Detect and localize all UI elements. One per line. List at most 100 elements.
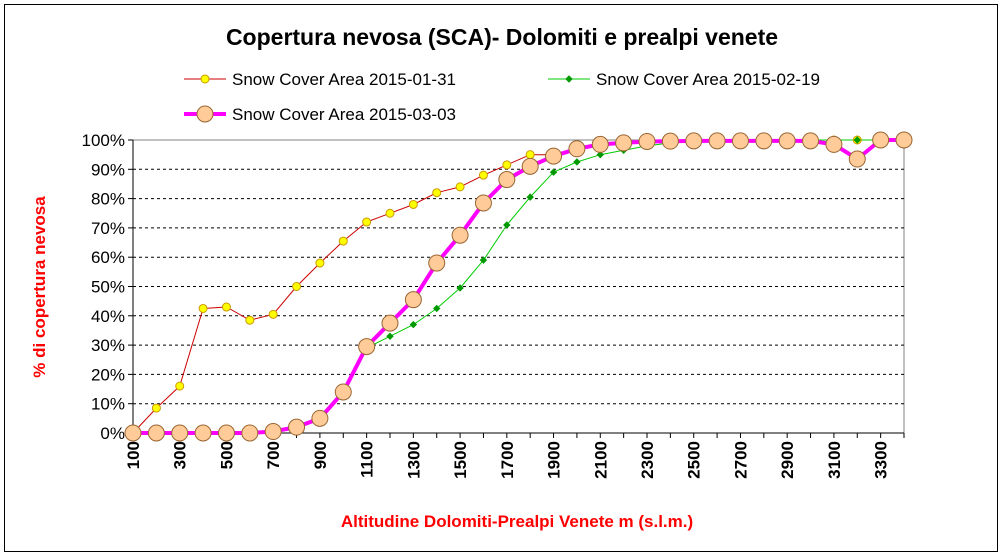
- series-3-point: [358, 338, 376, 356]
- series-2-point: [573, 158, 581, 166]
- y-tick-label: 0%: [100, 424, 125, 443]
- y-tick-label: 70%: [91, 219, 125, 238]
- x-tick-label: 1700: [498, 441, 517, 479]
- x-tick-label: 1900: [545, 441, 564, 479]
- series-1-point: [151, 403, 161, 413]
- y-tick-label: 40%: [91, 307, 125, 326]
- x-tick-label: 100: [124, 441, 143, 469]
- legend-label-series-1: Snow Cover Area 2015-01-31: [232, 70, 456, 89]
- series-3-point: [872, 131, 890, 149]
- series-3-point: [615, 134, 633, 152]
- series-1-point: [408, 199, 418, 209]
- legend-marker-2: [565, 75, 573, 83]
- series-3-point: [381, 314, 399, 332]
- x-tick-label: 2700: [731, 441, 750, 479]
- series-3-point: [568, 140, 586, 158]
- series-3-point: [428, 254, 446, 272]
- series-1-point: [385, 208, 395, 218]
- series-3-point: [708, 132, 726, 150]
- legend-marker-3: [196, 105, 214, 123]
- series-3-point: [731, 132, 749, 150]
- series-3-point: [288, 418, 306, 436]
- series-3-point: [217, 424, 235, 442]
- series-2-point: [596, 150, 604, 159]
- series-1-point: [315, 258, 325, 268]
- y-tick-label: 50%: [91, 278, 125, 297]
- x-axis-label: Altitudine Dolomiti-Prealpi Venete m (s.…: [340, 512, 694, 531]
- y-tick-label: 10%: [91, 395, 125, 414]
- series-2-point: [503, 221, 511, 229]
- series-1-point: [175, 381, 185, 391]
- y-tick-label: 90%: [91, 160, 125, 179]
- series-3-point: [591, 135, 609, 153]
- y-tick-label: 20%: [91, 365, 125, 384]
- series-3-point: [334, 383, 352, 401]
- x-tick-label: 2100: [591, 441, 610, 479]
- series-3-point: [171, 424, 189, 442]
- x-tick-label: 700: [264, 441, 283, 469]
- x-tick-label: 300: [171, 441, 190, 469]
- series-3-point: [848, 150, 866, 168]
- series-3-point: [778, 132, 796, 150]
- series-1-point: [292, 282, 302, 291]
- series-3-point: [802, 132, 820, 150]
- series-2-point: [526, 193, 534, 201]
- series-1-point: [502, 160, 512, 170]
- chart-title: Copertura nevosa (SCA)- Dolomiti e preal…: [225, 24, 779, 50]
- series-2-point: [853, 136, 861, 144]
- series-2-point: [386, 332, 394, 341]
- series-1-point: [198, 303, 208, 313]
- x-tick-label: 900: [311, 441, 330, 469]
- series-3-point: [147, 424, 165, 442]
- y-tick-label: 100%: [82, 131, 125, 150]
- legend-label-series-2: Snow Cover Area 2015-02-19: [596, 70, 820, 89]
- legend-label-series-3: Snow Cover Area 2015-03-03: [232, 105, 456, 124]
- y-tick-label: 30%: [91, 336, 125, 355]
- y-tick-label: 60%: [91, 248, 125, 267]
- x-tick-label: 2300: [638, 441, 657, 479]
- series-3-point: [545, 147, 563, 165]
- series-1-point: [268, 309, 278, 319]
- series-3-point: [498, 171, 516, 189]
- series-2-point: [549, 168, 558, 176]
- series-3-point: [241, 424, 259, 442]
- series-3-point: [264, 423, 282, 441]
- series-1-point: [455, 182, 465, 192]
- series-1-point: [245, 315, 255, 325]
- x-tick-label: 1300: [404, 441, 423, 479]
- series-2-point: [409, 320, 418, 329]
- series-3-point: [311, 409, 329, 427]
- series-1-point: [478, 170, 488, 180]
- series-3-point: [521, 157, 539, 175]
- series-1-point: [432, 188, 442, 198]
- series-2-point: [456, 284, 464, 292]
- series-3-point: [755, 132, 773, 150]
- x-tick-label: 1100: [358, 441, 377, 478]
- series-3-point: [194, 424, 212, 442]
- series-3-point: [404, 291, 422, 309]
- series-3-point: [895, 131, 913, 149]
- x-tick-label: 2900: [778, 441, 797, 479]
- series-3-point: [661, 132, 679, 150]
- x-tick-label: 500: [217, 441, 236, 469]
- series-1-point: [362, 217, 372, 227]
- series-2-point: [433, 304, 441, 313]
- series-1-point: [221, 302, 231, 312]
- series-line-3: [133, 138, 904, 435]
- series-1-point: [338, 236, 348, 246]
- series-3-point: [124, 424, 142, 442]
- series-3-point: [685, 132, 703, 150]
- series-3-point: [451, 226, 469, 244]
- series-3-point: [474, 194, 492, 212]
- x-tick-label: 1500: [451, 441, 470, 479]
- series-3-point: [638, 132, 656, 150]
- series-2-point: [479, 256, 488, 264]
- series-1-point: [525, 150, 535, 160]
- x-tick-label: 3100: [825, 441, 844, 479]
- series-3-point: [825, 135, 843, 153]
- x-tick-label: 3300: [872, 441, 891, 479]
- y-tick-label: 80%: [91, 190, 125, 209]
- x-tick-label: 2500: [685, 441, 704, 479]
- legend-marker-1: [200, 74, 210, 84]
